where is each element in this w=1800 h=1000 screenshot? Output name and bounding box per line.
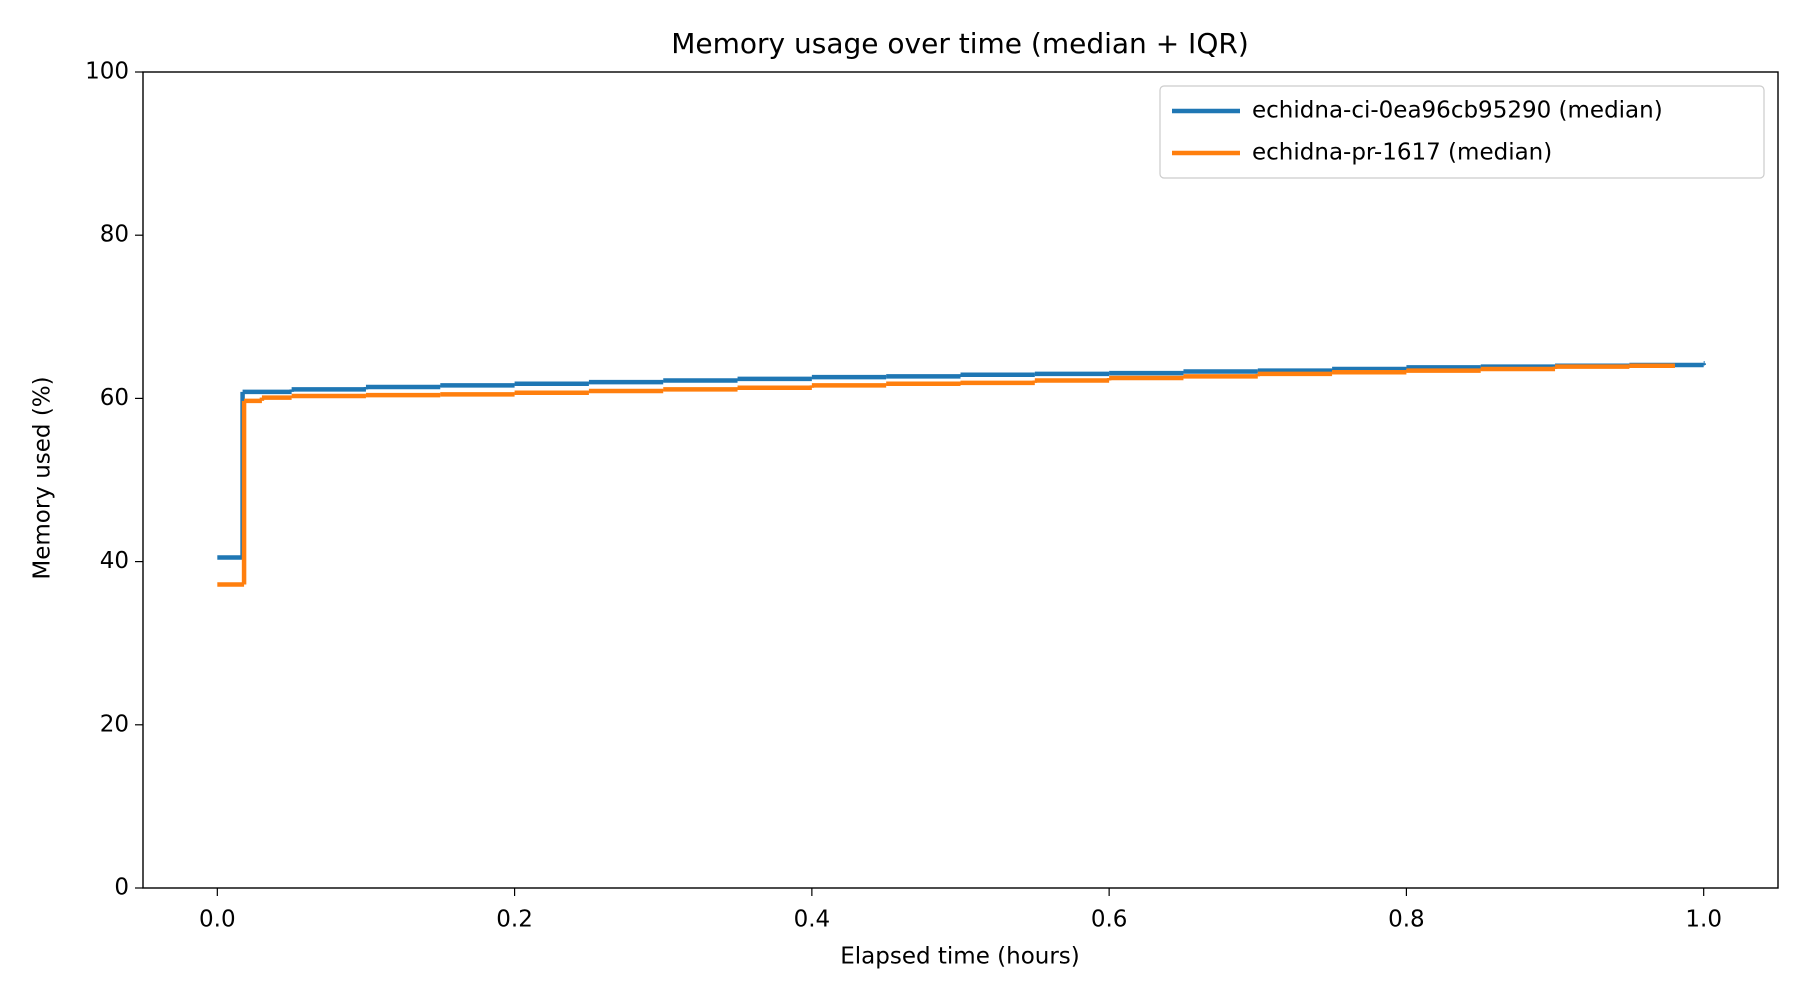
x-tick-label: 0.4 — [794, 907, 831, 933]
y-tick-label: 40 — [100, 548, 129, 574]
y-tick-label: 60 — [100, 385, 129, 411]
y-tick-label: 0 — [114, 875, 129, 901]
series-line — [217, 363, 1675, 587]
legend-box — [1159, 85, 1765, 179]
axes-frame — [142, 71, 1779, 889]
x-axis-label: Elapsed time (hours) — [840, 944, 1080, 970]
y-tick-label: 20 — [100, 711, 129, 737]
x-tick-label: 0.0 — [199, 907, 236, 933]
x-tick-label: 0.8 — [1388, 907, 1425, 933]
legend-label: echidna-pr-1617 (median) — [1252, 140, 1552, 166]
y-tick-label: 100 — [85, 59, 129, 85]
chart-title: Memory usage over time (median + IQR) — [671, 27, 1249, 60]
legend-label: echidna-ci-0ea96cb95290 (median) — [1252, 98, 1663, 124]
y-tick-label: 80 — [100, 222, 129, 248]
x-tick-label: 1.0 — [1685, 907, 1722, 933]
y-axis-label: Memory used (%) — [30, 376, 56, 579]
x-tick-label: 0.6 — [1091, 907, 1128, 933]
x-tick-label: 0.2 — [496, 907, 533, 933]
